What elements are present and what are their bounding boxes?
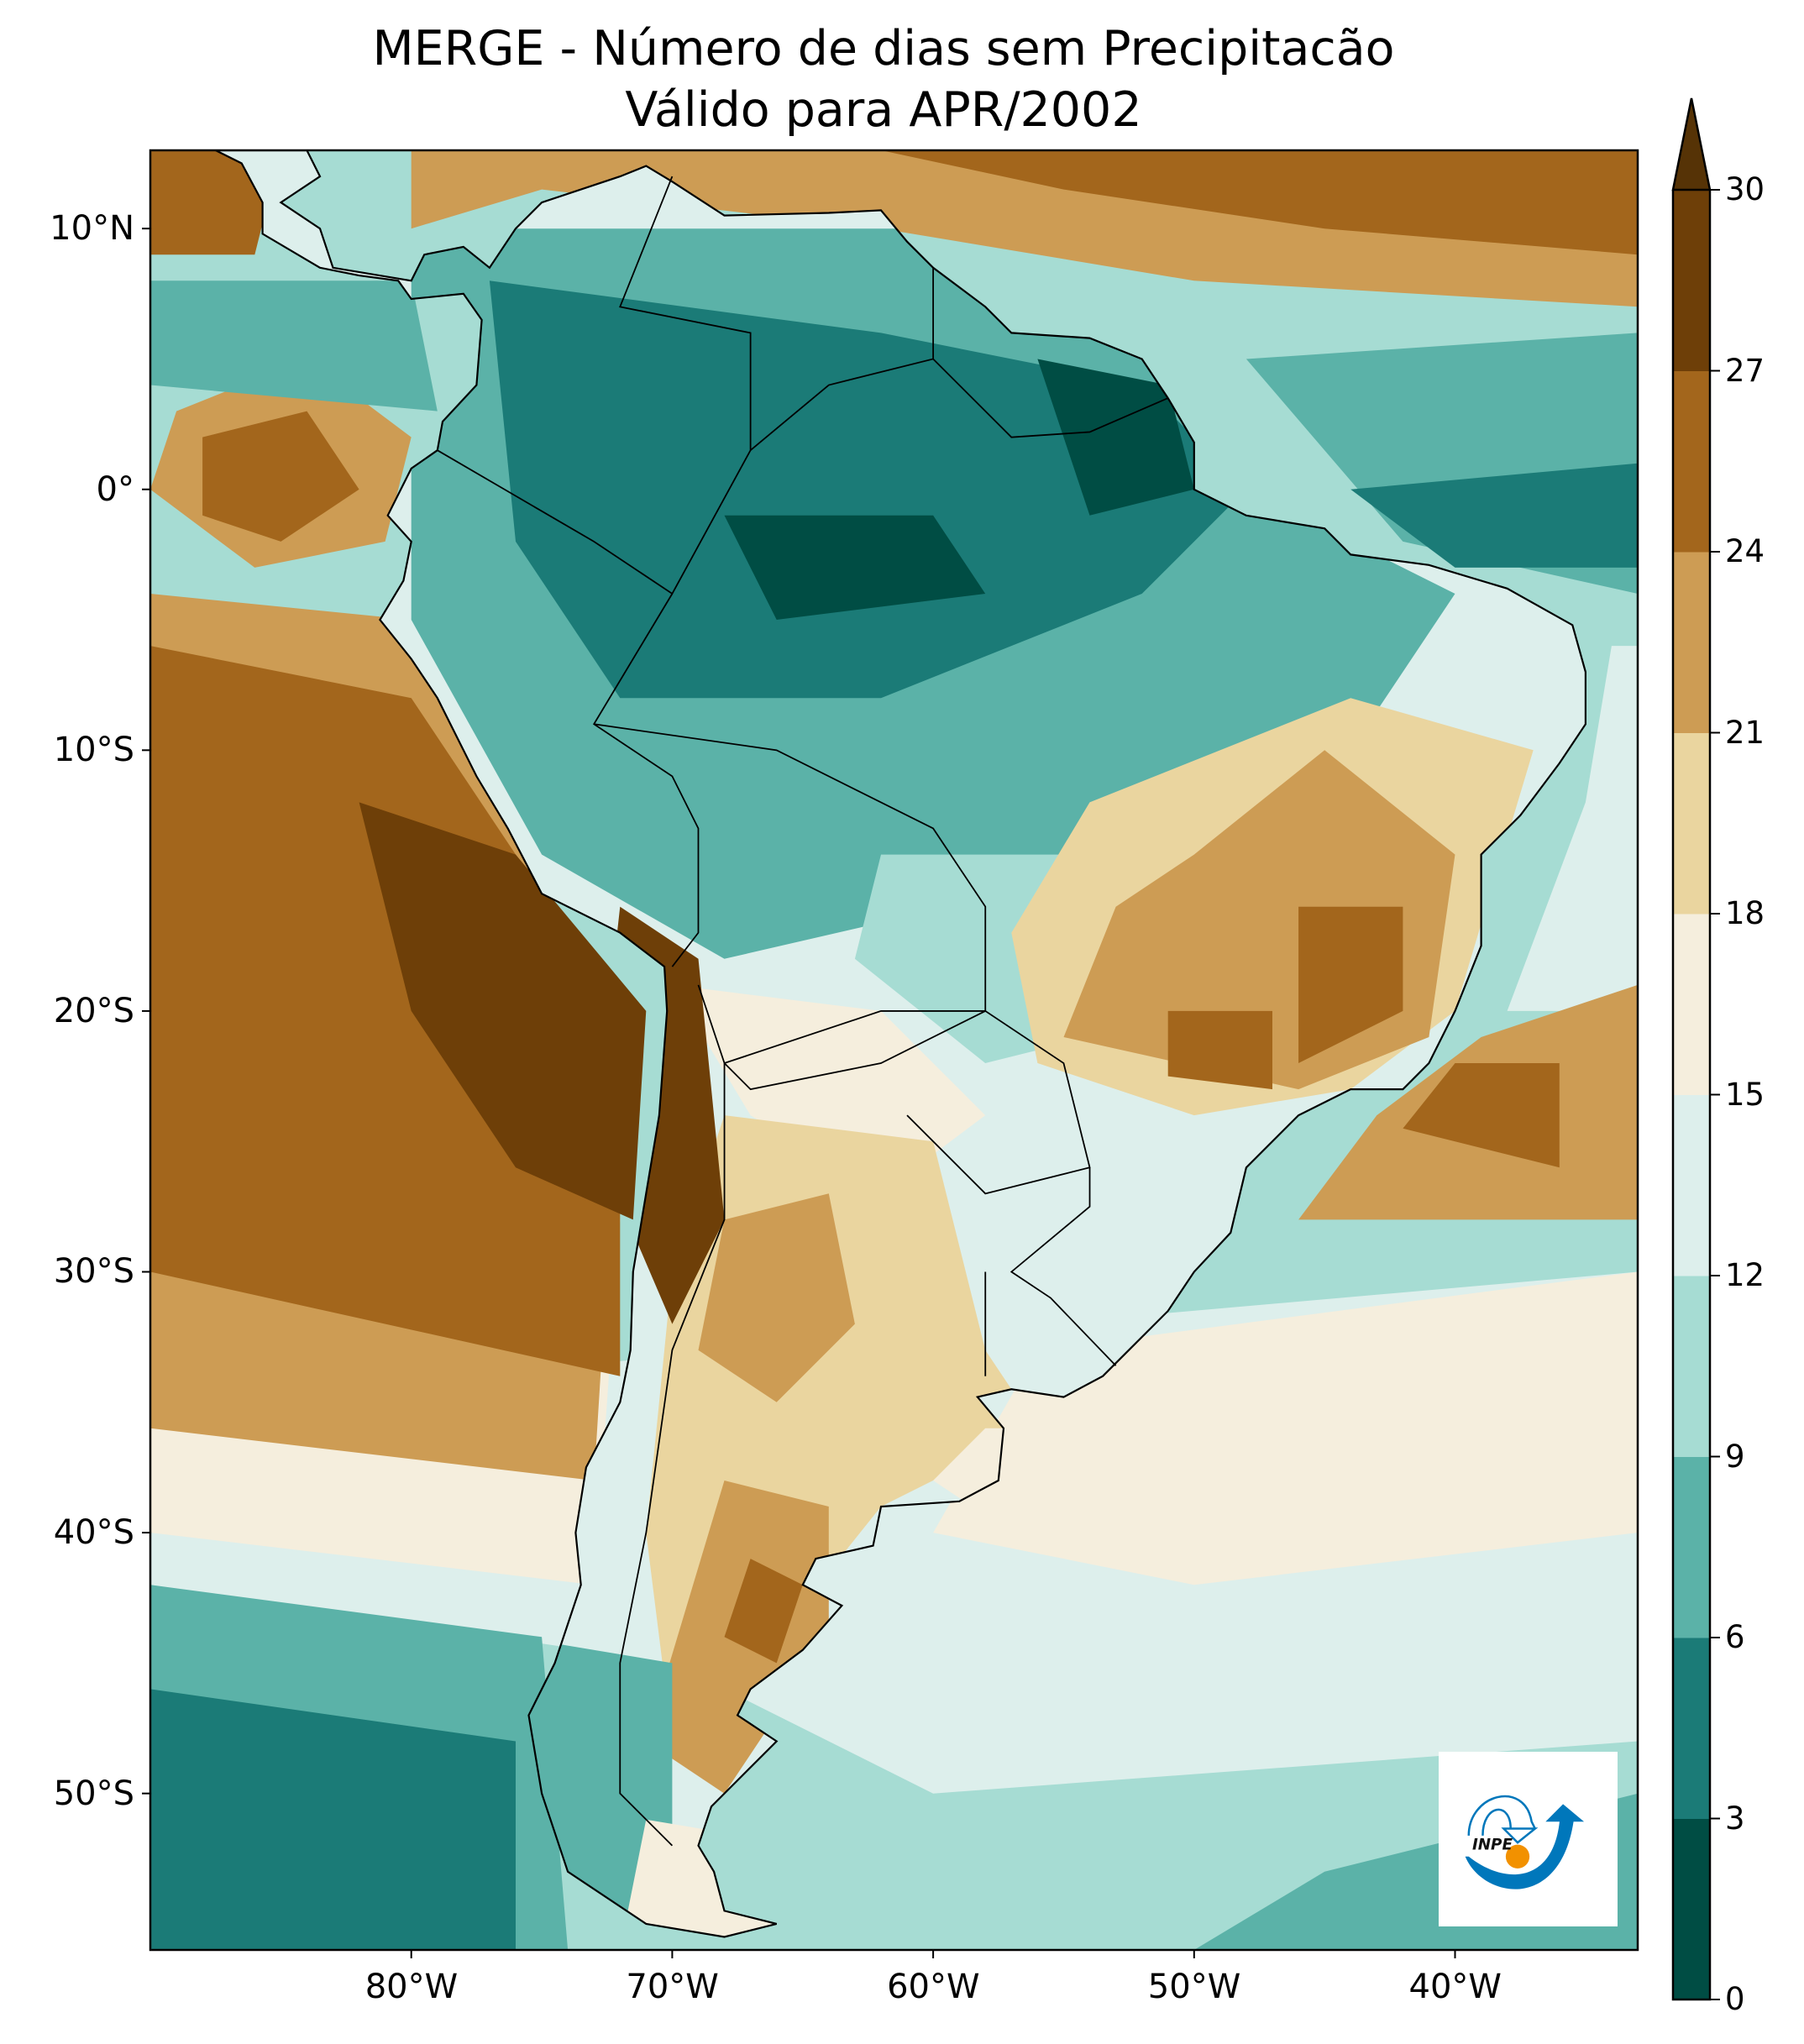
colorbar-tick-label: 6 [1725,1619,1745,1655]
border-line [619,1063,726,1847]
land-region [724,515,986,620]
ocean-region [1507,646,1638,1011]
inpe-logo-text: INPE [1472,1836,1513,1853]
map-title: MERGE - Número de dias sem Precipitacão [372,21,1395,76]
lon-tick-label: 60°W [887,1968,980,2006]
land-region [698,1193,855,1402]
colorbar-segment [1673,1456,1710,1638]
colorbar-segment [1673,914,1710,1095]
map-subtitle: Válido para APR/2002 [625,82,1142,138]
ocean-region [202,411,359,542]
colorbar-tick-label: 24 [1725,533,1765,569]
colorbar-segment [1673,552,1710,733]
lat-tick-label: 20°S [53,991,134,1030]
ocean-region [881,150,1638,255]
colorbar-tick-label: 9 [1725,1438,1745,1475]
border-line [592,593,700,967]
lat-tick-label: 0° [96,469,134,509]
colorbar-segment [1673,370,1710,553]
map-frame [149,149,1639,1952]
colorbar [1671,97,1720,2001]
ocean-region [150,1689,516,1950]
ocean-region [150,646,621,1376]
colorbar-tick-label: 30 [1725,171,1765,207]
lat-tick-label: 10°N [50,209,134,249]
land-region [1298,906,1403,1063]
colorbar-tick-label: 15 [1725,1076,1765,1113]
lon-tick-label: 40°W [1408,1968,1502,2006]
lat-tick-label: 40°S [53,1513,134,1553]
border-line [723,1009,1091,1195]
colorbar-tick-label: 0 [1725,1981,1745,2017]
border-line [594,723,987,1065]
colorbar-tick-label: 12 [1725,1257,1765,1293]
colorbar-tick-label: 27 [1725,352,1765,389]
border-line [437,176,752,595]
colorbar-tick-label: 21 [1725,714,1765,751]
ocean-region [150,280,438,411]
colorbar-segment [1673,1094,1710,1276]
lat-tick-label: 50°S [53,1774,134,1813]
colorbar-tick-label: 18 [1725,895,1765,931]
ocean-region [1403,1063,1560,1168]
colorbar-extend-arrow [1671,97,1712,191]
border-line [750,267,935,451]
colorbar-segment [1673,190,1710,371]
colorbar-segment [1673,1276,1710,1457]
lat-tick-label: 10°S [53,731,134,770]
ocean-region [359,802,647,1220]
ocean-region [1350,463,1638,568]
colorbar-tick-label: 3 [1725,1800,1745,1837]
country-borders [215,150,1586,1938]
lon-tick-label: 70°W [626,1968,719,2006]
land-region [1037,359,1194,516]
colorbar-segment [1673,732,1710,915]
land-region [1167,1010,1272,1090]
colorbar-segment [1673,1638,1710,1819]
coastline [215,150,1586,1938]
border-line [1010,1167,1117,1366]
land-region [724,1559,803,1664]
inpe-logo: INPE [1439,1752,1618,1926]
border-line [932,358,1169,438]
colorbar-segment [1673,1818,1710,2000]
lon-tick-label: 50°W [1147,1968,1241,2006]
lat-tick-label: 30°S [53,1252,134,1292]
lon-tick-label: 80°W [364,1968,459,2006]
